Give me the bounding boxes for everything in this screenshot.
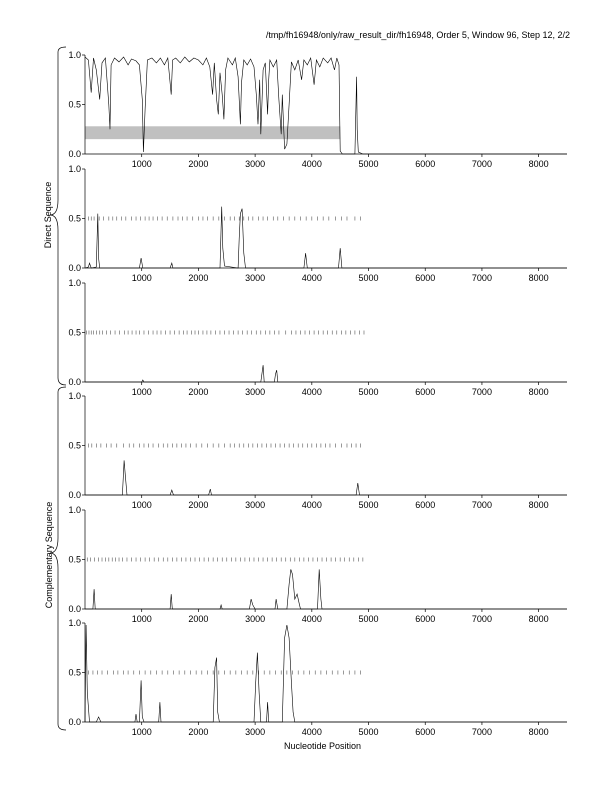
x-tick-label: 7000 — [472, 159, 492, 169]
x-tick-label: 7000 — [472, 614, 492, 624]
x-tick-label: 1000 — [132, 500, 152, 510]
y-tick-label: 0.5 — [68, 328, 81, 338]
x-tick-label: 5000 — [359, 500, 379, 510]
y-tick-label: 0.5 — [68, 668, 81, 678]
y-tick-label: 0.0 — [68, 604, 81, 614]
x-tick-label: 6000 — [415, 159, 435, 169]
x-tick-label: 5000 — [359, 159, 379, 169]
x-tick-label: 3000 — [245, 727, 265, 737]
y-tick-label: 0.5 — [68, 100, 81, 110]
x-tick-label: 5000 — [359, 614, 379, 624]
x-tick-label: 3000 — [245, 273, 265, 283]
x-tick-label: 1000 — [132, 159, 152, 169]
y-tick-label: 0.0 — [68, 490, 81, 500]
y-tick-label: 1.0 — [68, 505, 81, 515]
x-tick-label: 8000 — [529, 727, 549, 737]
series-line — [84, 624, 567, 723]
y-tick-label: 0.0 — [68, 263, 81, 273]
x-tick-label: 1000 — [132, 614, 152, 624]
x-tick-label: 6000 — [415, 500, 435, 510]
y-tick-label: 0.5 — [68, 441, 81, 451]
y-tick-label: 1.0 — [68, 164, 81, 174]
x-tick-label: 4000 — [302, 614, 322, 624]
x-tick-label: 1000 — [132, 387, 152, 397]
x-tick-label: 3000 — [245, 387, 265, 397]
x-tick-label: 6000 — [415, 727, 435, 737]
complementary-group-brace — [49, 386, 67, 731]
x-tick-label: 4000 — [302, 159, 322, 169]
panel-5: 0.0 0.5 1.0 1000 2000 3000 4000 5000 6000 7000 800… — [68, 505, 567, 624]
x-tick-label: 8000 — [529, 614, 549, 624]
y-tick-label: 1.0 — [68, 618, 81, 628]
y-tick-label: 0.0 — [68, 149, 81, 159]
x-tick-label: 5000 — [359, 387, 379, 397]
panel-3: 0.0 0.5 1.0 1000 2000 3000 4000 5000 6000 7000 800… — [68, 278, 567, 397]
x-tick-label: 4000 — [302, 273, 322, 283]
x-tick-label: 6000 — [415, 273, 435, 283]
y-tick-label: 0.5 — [68, 555, 81, 565]
x-tick-label: 4000 — [302, 727, 322, 737]
x-tick-label: 2000 — [188, 727, 208, 737]
x-tick-label: 7000 — [472, 387, 492, 397]
y-tick-label: 0.0 — [68, 377, 81, 387]
x-tick-label: 4000 — [302, 387, 322, 397]
gray-band — [85, 126, 341, 140]
x-tick-label: 3000 — [245, 159, 265, 169]
x-tick-label: 7000 — [472, 500, 492, 510]
series-line — [85, 460, 567, 496]
series-line — [84, 56, 567, 155]
x-tick-label: 2000 — [188, 500, 208, 510]
y-tick-label: 0.5 — [68, 214, 81, 224]
y-tick-label: 1.0 — [68, 50, 81, 60]
x-tick-label: 2000 — [188, 159, 208, 169]
direct-group-brace — [49, 46, 67, 386]
x-tick-label: 1000 — [132, 727, 152, 737]
panel-4: 0.0 0.5 1.0 1000 2000 3000 4000 5000 6000 7000 800… — [68, 391, 567, 510]
panel-2: 0.0 0.5 1.0 1000 2000 3000 4000 5000 6000 7000 800… — [68, 164, 567, 283]
x-tick-label: 3000 — [245, 500, 265, 510]
series-line — [85, 365, 567, 383]
x-tick-label: 8000 — [529, 500, 549, 510]
x-tick-label: 2000 — [188, 273, 208, 283]
x-tick-label: 8000 — [529, 387, 549, 397]
x-tick-label: 6000 — [415, 614, 435, 624]
x-tick-label: 5000 — [359, 273, 379, 283]
panel-1: 0.0 0.5 1.0 1000 2000 3000 4000 5000 6000 7000 800… — [68, 50, 567, 169]
series-line — [84, 206, 567, 269]
x-tick-label: 2000 — [188, 614, 208, 624]
y-tick-label: 0.0 — [68, 717, 81, 727]
x-tick-label: 1000 — [132, 273, 152, 283]
x-tick-label: 8000 — [529, 159, 549, 169]
x-tick-label: 2000 — [188, 387, 208, 397]
x-tick-label: 6000 — [415, 387, 435, 397]
x-tick-label: 5000 — [359, 727, 379, 737]
x-tick-label: 7000 — [472, 727, 492, 737]
chart-file-title: /tmp/fh16948/only/raw_result_dir/fh16948… — [265, 30, 570, 40]
x-tick-label: 3000 — [245, 614, 265, 624]
x-tick-label: 4000 — [302, 500, 322, 510]
series-line — [85, 569, 567, 610]
panel-6: 0.0 0.5 1.0 1000 2000 3000 4000 5000 6000 7000 800… — [68, 618, 567, 737]
x-tick-label: 8000 — [529, 273, 549, 283]
x-tick-label: 7000 — [472, 273, 492, 283]
y-tick-label: 1.0 — [68, 278, 81, 288]
x-axis-label: Nucleotide Position — [284, 741, 362, 751]
y-tick-label: 1.0 — [68, 391, 81, 401]
